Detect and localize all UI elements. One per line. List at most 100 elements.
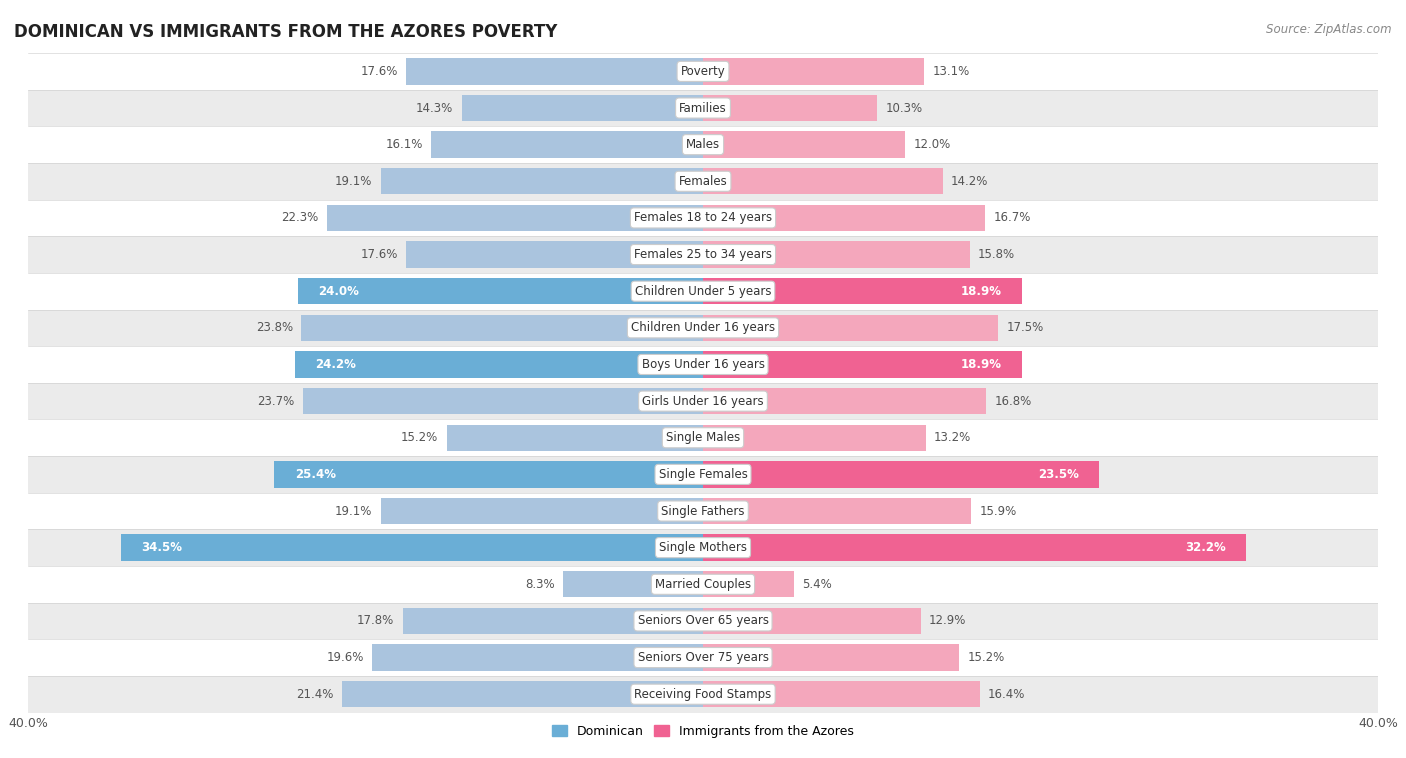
Bar — [703, 571, 794, 597]
Text: DOMINICAN VS IMMIGRANTS FROM THE AZORES POVERTY: DOMINICAN VS IMMIGRANTS FROM THE AZORES … — [14, 23, 557, 41]
Legend: Dominican, Immigrants from the Azores: Dominican, Immigrants from the Azores — [547, 719, 859, 743]
Text: 24.2%: 24.2% — [315, 358, 356, 371]
Bar — [28, 456, 1378, 493]
Bar — [28, 163, 1378, 199]
Bar — [703, 681, 980, 707]
Text: 15.9%: 15.9% — [980, 505, 1017, 518]
Bar — [402, 608, 703, 634]
Bar — [447, 424, 703, 451]
Bar — [703, 95, 877, 121]
Bar — [28, 309, 1378, 346]
Text: 16.7%: 16.7% — [993, 211, 1031, 224]
Text: Single Females: Single Females — [658, 468, 748, 481]
Bar — [28, 639, 1378, 676]
Text: Females 25 to 34 years: Females 25 to 34 years — [634, 248, 772, 261]
Bar — [28, 346, 1378, 383]
Bar — [461, 95, 703, 121]
Bar — [28, 53, 1378, 89]
Text: 23.7%: 23.7% — [257, 395, 295, 408]
Text: 12.0%: 12.0% — [914, 138, 950, 151]
Text: Males: Males — [686, 138, 720, 151]
Bar — [703, 58, 924, 85]
Bar — [703, 534, 1246, 561]
Text: 15.2%: 15.2% — [401, 431, 439, 444]
Bar — [703, 315, 998, 341]
Bar — [703, 205, 984, 231]
Bar — [301, 315, 703, 341]
Text: 19.1%: 19.1% — [335, 505, 373, 518]
Bar — [703, 644, 959, 671]
Bar — [703, 278, 1022, 305]
Text: Seniors Over 75 years: Seniors Over 75 years — [637, 651, 769, 664]
Text: 12.9%: 12.9% — [929, 615, 966, 628]
Text: Families: Families — [679, 102, 727, 114]
Text: Children Under 16 years: Children Under 16 years — [631, 321, 775, 334]
Text: 16.1%: 16.1% — [385, 138, 423, 151]
Bar — [274, 461, 703, 487]
Bar — [406, 241, 703, 268]
Text: Single Mothers: Single Mothers — [659, 541, 747, 554]
Bar — [304, 388, 703, 415]
Bar — [342, 681, 703, 707]
Text: 15.2%: 15.2% — [967, 651, 1005, 664]
Bar — [28, 199, 1378, 236]
Text: 32.2%: 32.2% — [1185, 541, 1226, 554]
Text: 34.5%: 34.5% — [141, 541, 183, 554]
Bar — [28, 127, 1378, 163]
Text: 17.6%: 17.6% — [360, 65, 398, 78]
Bar — [381, 168, 703, 195]
Bar — [28, 493, 1378, 529]
Text: 13.2%: 13.2% — [934, 431, 972, 444]
Text: Married Couples: Married Couples — [655, 578, 751, 590]
Bar — [703, 424, 925, 451]
Text: 21.4%: 21.4% — [297, 688, 333, 700]
Bar — [121, 534, 703, 561]
Bar — [373, 644, 703, 671]
Bar — [703, 131, 905, 158]
Bar — [703, 388, 987, 415]
Text: 17.5%: 17.5% — [1007, 321, 1043, 334]
Text: 16.8%: 16.8% — [995, 395, 1032, 408]
Text: 17.6%: 17.6% — [360, 248, 398, 261]
Text: Girls Under 16 years: Girls Under 16 years — [643, 395, 763, 408]
Text: 10.3%: 10.3% — [886, 102, 922, 114]
Text: 19.6%: 19.6% — [326, 651, 364, 664]
Text: Children Under 5 years: Children Under 5 years — [634, 285, 772, 298]
Bar — [326, 205, 703, 231]
Bar — [28, 273, 1378, 309]
Bar — [562, 571, 703, 597]
Bar — [28, 383, 1378, 419]
Text: 14.2%: 14.2% — [950, 175, 988, 188]
Text: 14.3%: 14.3% — [416, 102, 453, 114]
Text: Poverty: Poverty — [681, 65, 725, 78]
Bar — [432, 131, 703, 158]
Text: 22.3%: 22.3% — [281, 211, 318, 224]
Bar — [703, 241, 970, 268]
Bar — [28, 603, 1378, 639]
Text: Seniors Over 65 years: Seniors Over 65 years — [637, 615, 769, 628]
Text: 25.4%: 25.4% — [295, 468, 336, 481]
Text: 8.3%: 8.3% — [524, 578, 554, 590]
Text: 18.9%: 18.9% — [960, 358, 1001, 371]
Text: 15.8%: 15.8% — [979, 248, 1015, 261]
Bar — [28, 676, 1378, 713]
Text: 17.8%: 17.8% — [357, 615, 394, 628]
Bar — [28, 419, 1378, 456]
Text: Boys Under 16 years: Boys Under 16 years — [641, 358, 765, 371]
Text: Single Males: Single Males — [666, 431, 740, 444]
Text: Source: ZipAtlas.com: Source: ZipAtlas.com — [1267, 23, 1392, 36]
Text: Females: Females — [679, 175, 727, 188]
Text: 18.9%: 18.9% — [960, 285, 1001, 298]
Bar — [703, 608, 921, 634]
Bar — [703, 168, 942, 195]
Bar — [703, 351, 1022, 377]
Bar — [295, 351, 703, 377]
Bar — [28, 529, 1378, 566]
Text: 16.4%: 16.4% — [988, 688, 1025, 700]
Text: 5.4%: 5.4% — [803, 578, 832, 590]
Text: Females 18 to 24 years: Females 18 to 24 years — [634, 211, 772, 224]
Text: 23.8%: 23.8% — [256, 321, 292, 334]
Text: 23.5%: 23.5% — [1039, 468, 1080, 481]
Bar — [703, 498, 972, 525]
Bar — [28, 236, 1378, 273]
